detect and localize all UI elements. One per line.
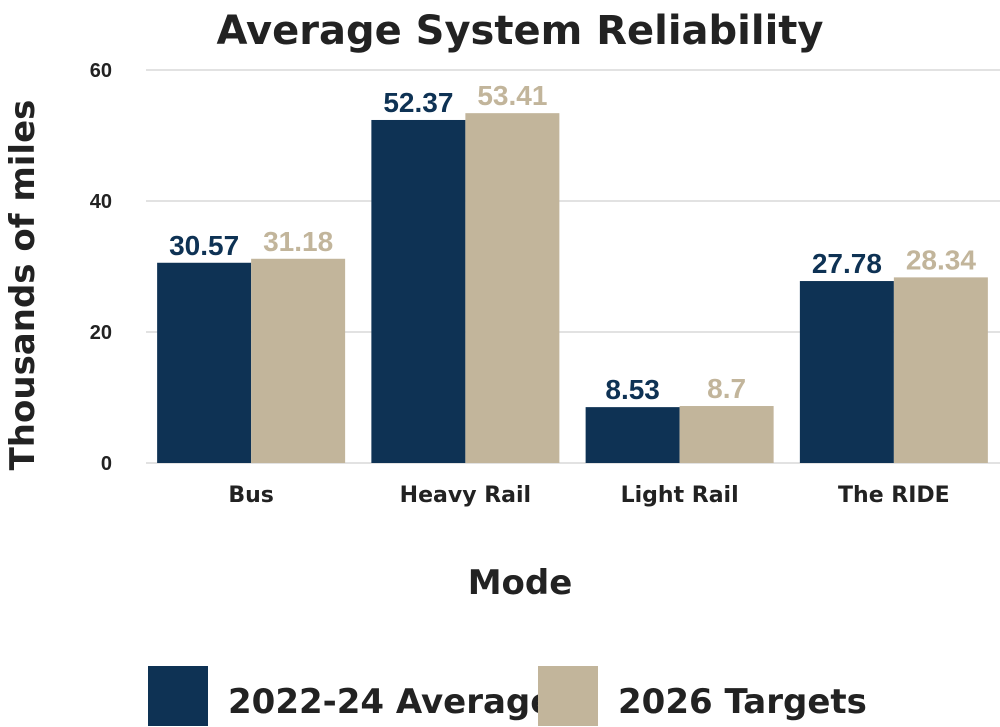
bar — [679, 406, 774, 463]
bar — [465, 113, 560, 464]
x-axis-title: Mode — [468, 563, 573, 603]
data-label: 27.78 — [812, 248, 882, 279]
data-label: 53.41 — [477, 80, 547, 111]
y-axis-title: Thousands of miles — [3, 100, 43, 471]
data-labels: 30.57 31.18 52.37 53.41 8.53 8.7 27.78 28.34 — [169, 80, 976, 405]
y-tick-label: 40 — [90, 191, 112, 213]
bar — [157, 262, 252, 463]
legend-swatch — [148, 666, 208, 726]
bar — [585, 407, 680, 463]
data-label: 28.34 — [906, 244, 976, 275]
legend-label: 2026 Targets — [618, 682, 867, 722]
y-tick-label: 60 — [90, 60, 112, 82]
x-axis-categories: Bus Heavy Rail Light Rail The RIDE — [228, 483, 949, 508]
x-category-label: The RIDE — [838, 483, 950, 508]
y-axis-ticks: 0 20 40 60 — [90, 60, 112, 475]
data-label: 8.7 — [707, 373, 746, 404]
bar — [251, 258, 346, 463]
y-tick-label: 0 — [101, 453, 112, 475]
data-label: 52.37 — [383, 87, 453, 118]
legend-swatch — [538, 666, 598, 726]
bars — [157, 113, 988, 464]
legend-label: 2022-24 Average — [228, 682, 553, 722]
data-label: 31.18 — [263, 226, 333, 257]
bar — [893, 277, 988, 463]
x-category-label: Bus — [228, 483, 274, 508]
legend: 2022-24 Average 2026 Targets — [148, 666, 867, 726]
y-tick-label: 20 — [90, 322, 112, 344]
x-category-label: Light Rail — [621, 483, 739, 508]
chart-title: Average System Reliability — [217, 8, 824, 54]
x-category-label: Heavy Rail — [400, 483, 531, 508]
data-label: 30.57 — [169, 230, 239, 261]
bar — [799, 281, 894, 463]
data-label: 8.53 — [605, 374, 660, 405]
bar — [371, 119, 466, 463]
